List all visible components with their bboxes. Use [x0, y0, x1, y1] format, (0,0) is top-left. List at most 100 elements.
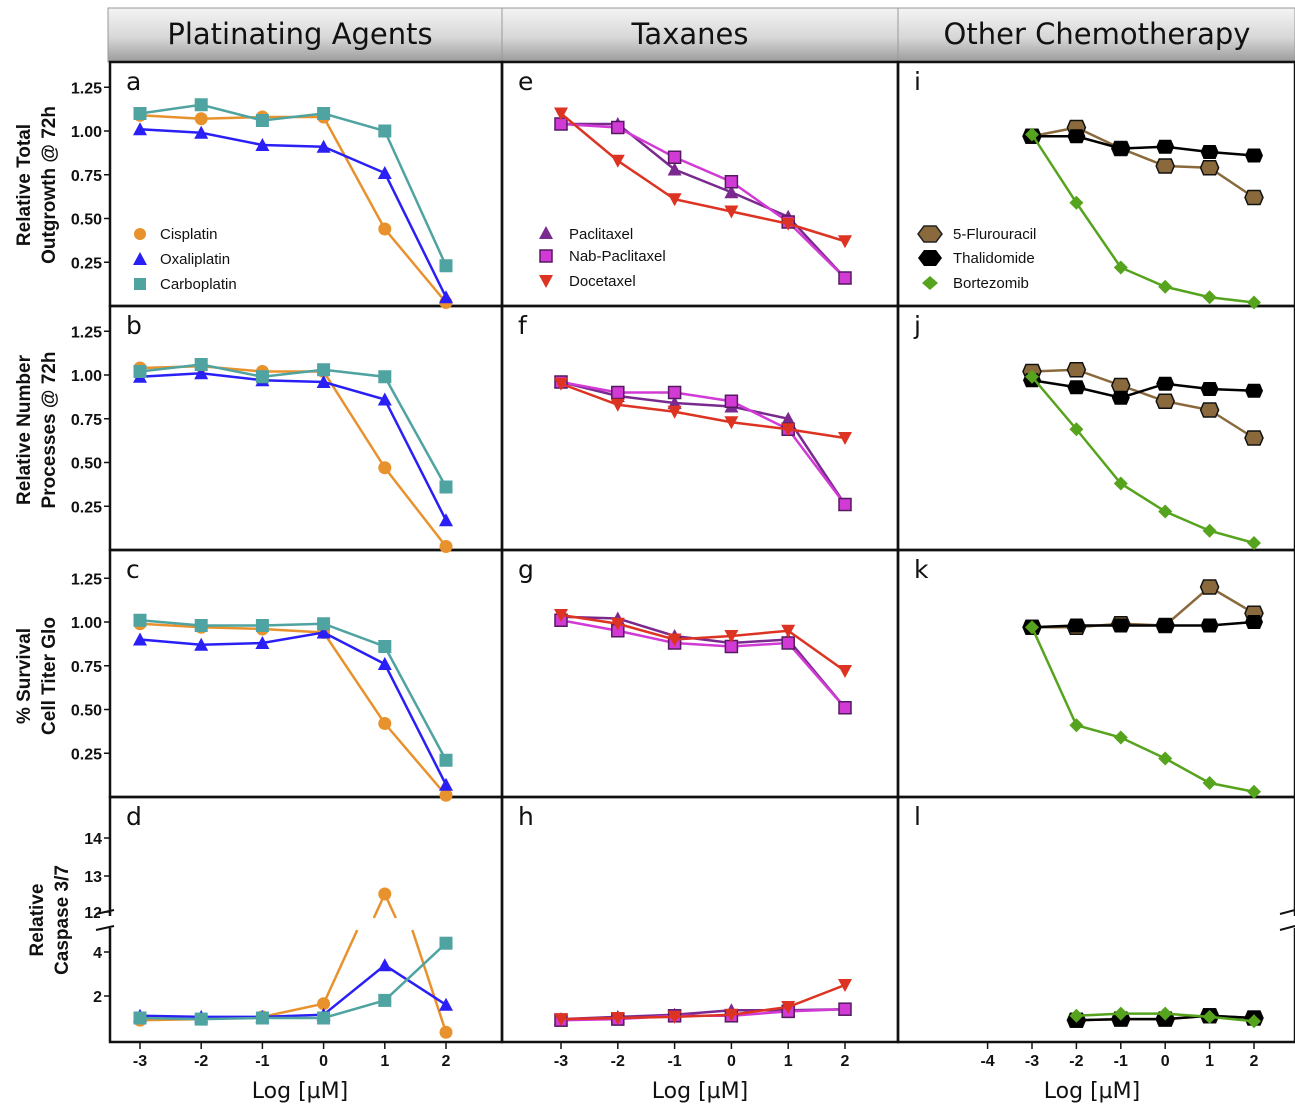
- data-point-thalidomide: [1067, 129, 1086, 144]
- data-point-thalidomide: [1111, 390, 1130, 405]
- x-tick-label: 1: [784, 1053, 793, 1070]
- x-tick-label: -1: [667, 1053, 681, 1070]
- data-point-bortezomib: [1113, 476, 1128, 491]
- axis-break: [100, 916, 114, 928]
- panel-frame: [500, 548, 900, 799]
- data-point-carboplatin: [255, 114, 269, 127]
- data-point-docetaxel: [781, 624, 796, 638]
- y-tick-label-caspase: 14: [84, 831, 102, 848]
- data-point-bortezomib: [1113, 730, 1128, 745]
- y-tick-label: 0.50: [71, 703, 102, 720]
- data-point-nab-paclitaxel: [724, 394, 739, 408]
- series-line-carboplatin: [139, 619, 448, 761]
- legend-marker-fluorouracil: [917, 225, 943, 243]
- y-tick-label: 0.75: [71, 168, 102, 185]
- data-point-oxaliplatin: [439, 290, 453, 304]
- y-tick-label: 0.25: [71, 255, 102, 272]
- series-line-oxaliplatin: [139, 128, 448, 298]
- panel-letter-i: i: [914, 67, 921, 96]
- data-point-carboplatin: [133, 365, 147, 378]
- x-tick-label: -3: [554, 1053, 568, 1070]
- data-point-thalidomide: [1245, 383, 1263, 398]
- data-point-docetaxel: [554, 377, 568, 391]
- data-point-oxaliplatin: [194, 637, 209, 651]
- data-point-oxaliplatin: [133, 122, 147, 136]
- series-line-bortezomib: [1030, 626, 1255, 793]
- data-point-5-flurouracil: [1155, 393, 1176, 409]
- data-point-carboplatin: [378, 124, 392, 138]
- data-point-bortezomib: [1069, 1008, 1084, 1023]
- data-point-oxaliplatin: [316, 625, 331, 639]
- data-point-oxaliplatin: [133, 632, 147, 646]
- series-line-5-flurouracil: [1032, 585, 1255, 629]
- data-point-carboplatin: [317, 363, 331, 377]
- x-tick-label: 0: [319, 1053, 328, 1070]
- row-label-b-line2: Processes @ 72h: [39, 352, 60, 509]
- data-point-carboplatin: [255, 370, 269, 384]
- data-point-5-flurouracil: [1199, 402, 1220, 418]
- data-point-thalidomide: [1156, 376, 1175, 391]
- data-point-carboplatin: [133, 1011, 147, 1025]
- data-point-carboplatin: [255, 1011, 269, 1025]
- data-point-carboplatin: [194, 358, 208, 371]
- data-point-5-flurouracil: [1199, 160, 1220, 176]
- data-point-docetaxel: [610, 154, 625, 168]
- data-point-bortezomib: [1025, 369, 1039, 384]
- data-point-thalidomide: [1245, 148, 1263, 163]
- data-point-oxaliplatin: [439, 777, 453, 791]
- data-point-docetaxel: [838, 665, 852, 678]
- legend-label-cisplatin: Cisplatin: [160, 226, 218, 243]
- data-point-bortezomib: [1247, 784, 1261, 799]
- data-point-bortezomib: [1247, 295, 1261, 310]
- series-line-5-flurouracil: [1031, 368, 1255, 440]
- data-point-docetaxel: [781, 423, 796, 437]
- data-point-cisplatin: [439, 788, 453, 802]
- legend-platinating: Cisplatin Oxaliplatin Carboplatin: [133, 226, 237, 293]
- series-line-nab-paclitaxel: [560, 380, 846, 506]
- data-point-bortezomib: [1158, 279, 1173, 294]
- data-point-carboplatin: [317, 617, 331, 631]
- y-tick-label: 0.50: [71, 212, 102, 229]
- panel-letter-f: f: [518, 311, 528, 340]
- x-tick-label: 2: [841, 1053, 850, 1070]
- row-label-d-line2: Caspase 3/7: [52, 865, 73, 975]
- data-point-nab-paclitaxel: [667, 385, 682, 400]
- data-point-cisplatin: [378, 887, 392, 901]
- series-line-nab-paclitaxel: [560, 619, 846, 709]
- data-point-carboplatin: [317, 1011, 331, 1025]
- row-label-d-line1: Relative: [27, 884, 48, 957]
- x-tick-label: 2: [1250, 1053, 1259, 1070]
- legend-marker-oxaliplatin: [133, 252, 147, 265]
- data-point-nab-paclitaxel: [611, 385, 625, 400]
- series-line-thalidomide: [1032, 135, 1255, 157]
- panel-d: [133, 887, 453, 1039]
- y-tick-label: 1.00: [71, 615, 102, 632]
- panel-a: [133, 98, 453, 309]
- data-point-5-flurouracil: [1155, 158, 1176, 174]
- data-point-carboplatin: [194, 98, 208, 112]
- data-point-docetaxel: [781, 1001, 796, 1014]
- legend-marker-cisplatin: [134, 228, 146, 240]
- data-point-nab-paclitaxel: [838, 701, 852, 715]
- y-tick-label: 0.25: [71, 746, 102, 763]
- legend-label-bortezomib: Bortezomib: [953, 275, 1029, 292]
- data-point-paclitaxel: [781, 411, 796, 425]
- data-point-bortezomib: [1158, 751, 1173, 766]
- panel-b: [133, 358, 453, 553]
- data-point-cisplatin: [378, 461, 392, 475]
- data-point-oxaliplatin: [194, 125, 209, 139]
- data-point-bortezomib: [1202, 776, 1217, 790]
- data-point-bortezomib: [1202, 1009, 1217, 1024]
- y-tick-label: 1.00: [71, 124, 102, 141]
- data-point-oxaliplatin: [316, 139, 331, 153]
- data-point-bortezomib: [1025, 620, 1039, 635]
- data-point-carboplatin: [194, 619, 208, 632]
- data-point-carboplatin: [133, 613, 147, 627]
- data-point-5-flurouracil: [1199, 579, 1220, 595]
- legend-marker-nab-paclitaxel: [539, 249, 553, 263]
- y-tick-label-caspase: 2: [93, 989, 102, 1006]
- series-line-oxaliplatin: [139, 631, 448, 786]
- panel-frame: [896, 548, 1295, 799]
- y-tick-label: 1.25: [71, 571, 102, 588]
- data-point-thalidomide: [1111, 618, 1130, 633]
